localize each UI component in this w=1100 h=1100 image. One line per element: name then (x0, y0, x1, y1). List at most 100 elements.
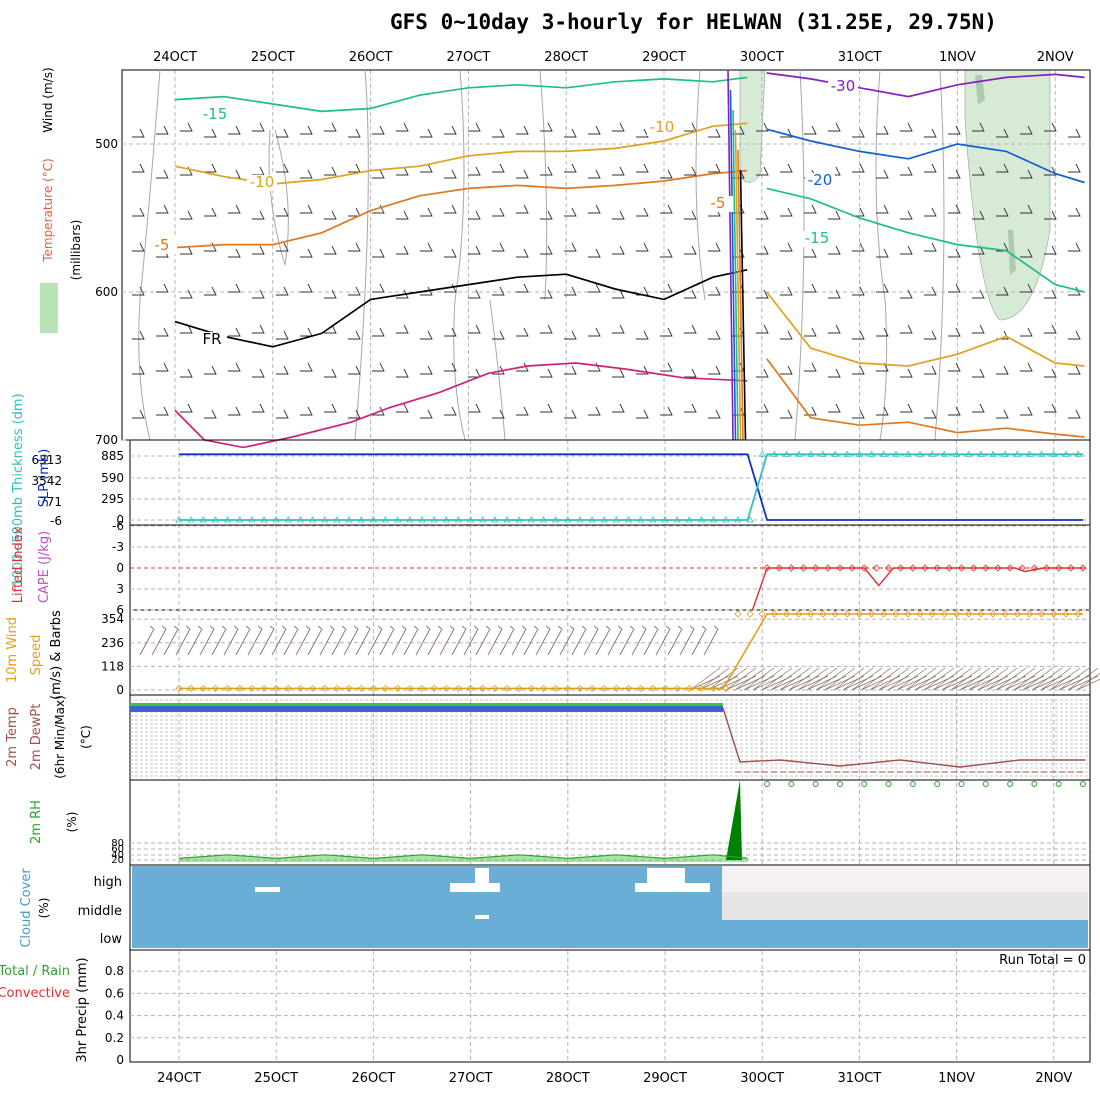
wind-barb (660, 283, 673, 293)
wind-marker (187, 684, 195, 692)
wind-barb (324, 210, 337, 220)
wind-barb (180, 122, 193, 132)
chart-title: GFS 0~10day 3-hourly for HELWAN (31.25E,… (390, 10, 997, 34)
date-label-bottom: 24OCT (157, 1071, 201, 1086)
wind-barb (948, 169, 961, 179)
wind-marker (673, 684, 681, 692)
wind-barb (612, 166, 625, 176)
temperature-axis-label: Temperature (°C) (41, 158, 55, 263)
millibars-axis-label: (millibars) (69, 220, 83, 281)
thickness-marker (551, 516, 560, 523)
wind-barb (228, 406, 241, 416)
thickness-marker (308, 516, 317, 523)
wind-barb (204, 207, 217, 217)
slp-tick-label: 295 (101, 492, 124, 506)
wind-marker (795, 610, 803, 618)
wind-barb (180, 210, 193, 220)
wind-marker (1013, 610, 1021, 618)
wind-barb (996, 409, 1009, 419)
contour-label: -5 (711, 194, 726, 212)
wind-barb (324, 368, 337, 378)
wind-barb (228, 125, 241, 135)
wind-barb (396, 122, 409, 132)
rh-shading-area (739, 69, 766, 183)
wind-marker (831, 610, 839, 618)
wind-barb (132, 163, 145, 173)
wind-marker (697, 684, 706, 692)
wind-barb (132, 207, 145, 217)
li-tick-label: 3 (116, 582, 124, 596)
li-marker (909, 564, 917, 572)
wind-barb (372, 283, 385, 293)
rh-tick-label: 40 (111, 850, 124, 861)
wind-barb (1044, 324, 1057, 334)
wind-barb (559, 625, 575, 656)
temperature-line (722, 707, 1085, 768)
wind-barb (372, 169, 385, 179)
thickness-marker (1062, 450, 1070, 457)
wind-barb (420, 163, 433, 173)
contour-label-bg (828, 79, 858, 95)
wind-barb (348, 163, 361, 173)
wind-barb (331, 625, 347, 656)
cloud-high-post (722, 866, 1088, 892)
thickness-marker (357, 516, 365, 523)
wind-barb (427, 625, 443, 656)
pressure-tick-label: 500 (95, 137, 118, 151)
wind-barb (1068, 330, 1081, 340)
wind-marker (296, 684, 305, 692)
temp-units-label: (°C) (79, 725, 93, 749)
wind-barb (636, 128, 649, 138)
rh-marker (788, 781, 795, 787)
wind-barb (876, 125, 889, 135)
wind-barb (540, 245, 553, 255)
slp-tick-label: 0 (116, 513, 124, 527)
thickness-marker (940, 450, 949, 457)
thickness-marker (588, 516, 596, 523)
thickness-marker (649, 516, 657, 523)
wind-barb (948, 362, 961, 372)
wind-barb (379, 625, 395, 656)
wind-barb (804, 283, 817, 293)
wind-barb (636, 365, 649, 375)
lifted-index-line (751, 567, 1083, 611)
thickness-marker (369, 516, 378, 523)
rh-contour (138, 69, 161, 441)
cape-axis-label: CAPE (J/kg) (37, 531, 52, 603)
wind-barb (403, 625, 419, 656)
wind-barb (372, 125, 385, 135)
wind-barb (564, 242, 577, 252)
thickness-marker (321, 516, 329, 523)
rh-marker (1007, 781, 1014, 787)
cloud-low-post (722, 920, 1088, 948)
wind-barb (516, 327, 529, 337)
wind-barb (516, 169, 529, 179)
wind-barb (1020, 169, 1033, 179)
thickness-marker (187, 516, 195, 523)
wind-barb (708, 163, 721, 173)
wind-marker (1050, 610, 1058, 618)
rh-marker (885, 781, 892, 787)
wind-barb (1020, 362, 1033, 372)
wind-marker (892, 610, 900, 618)
thickness-marker (503, 516, 511, 523)
li-marker (994, 564, 1002, 572)
wind-marker (1062, 610, 1070, 618)
wind-barb (1044, 403, 1057, 413)
thickness-marker (539, 516, 548, 523)
wind-barb (348, 330, 361, 340)
wind-barb (828, 210, 841, 220)
contour-label-bg (647, 120, 677, 136)
wind-barb (451, 625, 467, 656)
li-marker (848, 564, 856, 572)
wind-barb (348, 128, 361, 138)
wind-barb (876, 406, 889, 416)
wind-barb (420, 242, 433, 252)
wind-marker (916, 610, 924, 618)
wind-barb (756, 210, 769, 220)
li-marker (1042, 564, 1051, 572)
thickness-marker (527, 516, 536, 523)
wind-barb (852, 163, 865, 173)
wind-barb (643, 625, 659, 656)
wind-marker (381, 684, 390, 692)
